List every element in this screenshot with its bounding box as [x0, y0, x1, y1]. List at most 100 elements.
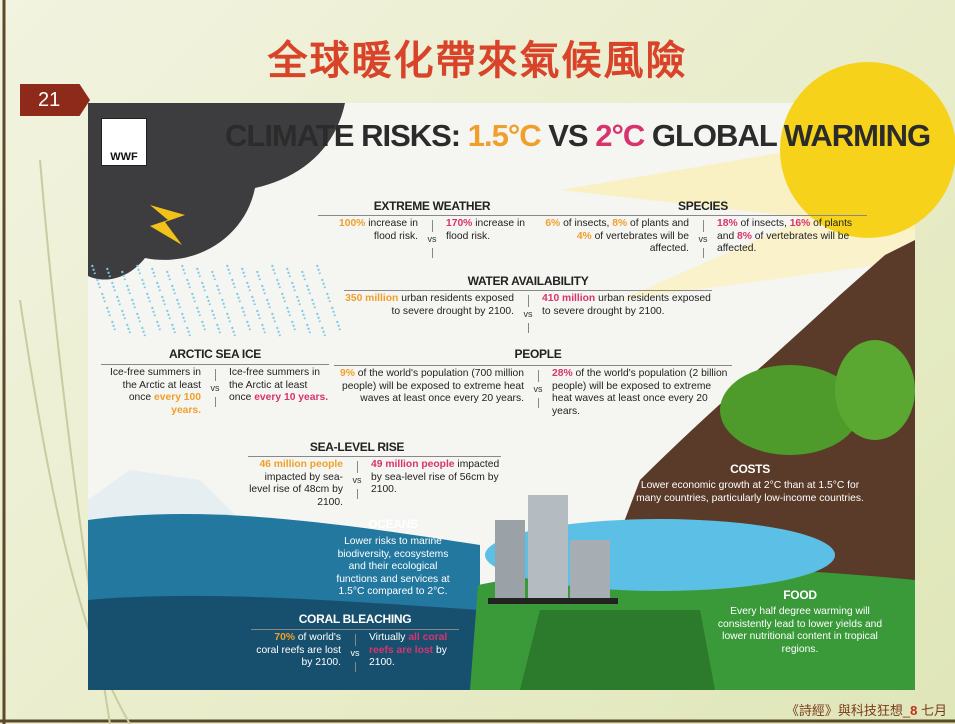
title-rule	[344, 290, 712, 291]
rain-drop	[226, 264, 231, 275]
text-part: urban residents exposed to severe drough…	[391, 293, 514, 317]
rain-drop	[221, 298, 226, 309]
rain-drop	[291, 281, 296, 292]
rain-drop	[206, 295, 211, 306]
text-part: of plants and	[627, 218, 689, 229]
rain-drop	[136, 312, 141, 323]
divider	[215, 369, 216, 381]
highlight: 49 million people	[371, 459, 455, 470]
section-title: SEA-LEVEL RISE	[309, 440, 405, 454]
rain-drop	[291, 320, 296, 331]
rain-drop	[96, 278, 101, 289]
rain-drop	[151, 306, 156, 317]
side-left: 6% of insects, 8% of plants and 4% of ve…	[539, 218, 689, 256]
section-text: Every half degree warming will consisten…	[717, 606, 883, 655]
rain-drop	[261, 323, 266, 334]
vs-label: vs	[427, 234, 437, 244]
divider	[357, 461, 358, 473]
section-title: SPECIES	[678, 199, 728, 213]
side-right: 18% of insects, 16% of plants and 8% of …	[717, 218, 867, 256]
section-title: FOOD	[783, 588, 817, 602]
rain-drop	[151, 267, 156, 278]
rain-drop	[91, 264, 96, 275]
rain-drop	[201, 281, 206, 292]
section-title: PEOPLE	[514, 347, 562, 361]
text-part: Ice-free summers in the Arctic at least …	[229, 367, 320, 403]
divider	[215, 397, 216, 407]
rain-drop	[126, 284, 131, 295]
vs-label: vs	[350, 648, 360, 658]
highlight: 6%	[545, 218, 561, 229]
rain-drop	[276, 278, 281, 289]
highlight: every 10 years.	[254, 392, 329, 403]
rain-drop	[246, 281, 251, 292]
text-part: of vertebrates will be affected.	[717, 230, 850, 255]
side-left: Ice-free summers in the Arctic at least …	[101, 367, 201, 417]
rain-drop	[156, 320, 161, 331]
side-right: 170% increase in flood risk.	[446, 218, 546, 243]
divider	[538, 370, 539, 382]
side-left: 9% of the world's population (700 millio…	[334, 368, 524, 406]
heading-part: 2°C	[595, 118, 645, 153]
rain-drop	[216, 323, 221, 334]
text-part: of vertebrates will be affected.	[591, 230, 689, 255]
rain-drop	[231, 326, 236, 337]
text-part: of insects,	[737, 218, 790, 229]
rain-drop	[186, 326, 191, 337]
rain-drop	[326, 292, 331, 303]
section-title: ARCTIC SEA ICE	[168, 347, 262, 361]
rain-drop	[211, 309, 216, 320]
city-base	[488, 598, 618, 604]
wwf-logo: WWF	[101, 118, 147, 166]
rain-drop	[241, 267, 246, 278]
rain-drop	[336, 320, 341, 331]
rain-drop	[141, 326, 146, 337]
rain-drop	[251, 295, 256, 306]
rain-drop	[281, 292, 286, 303]
rain-drop	[121, 270, 126, 281]
side-right: Ice-free summers in the Arctic at least …	[229, 367, 329, 405]
crops	[520, 610, 715, 690]
section-text: Lower economic growth at 2°C than at 1.5…	[636, 480, 864, 504]
highlight: 46 million people	[259, 459, 343, 470]
text-part: urban residents exposed to severe drough…	[542, 293, 711, 317]
divider	[432, 248, 433, 258]
rain-drop	[256, 309, 261, 320]
rain-drop	[301, 309, 306, 320]
rain-drop	[101, 292, 106, 303]
highlight: every 100 years.	[154, 392, 201, 416]
trees	[720, 365, 860, 455]
rain	[91, 264, 341, 337]
divider	[538, 398, 539, 408]
section-title: OCEANS	[368, 517, 418, 531]
rain-drop	[316, 264, 321, 275]
heading-part: GLOBAL WARMING	[644, 118, 931, 153]
building	[495, 520, 525, 600]
footer-part: 《詩經》與科技狂想_	[785, 703, 911, 718]
rain-drop	[106, 267, 111, 278]
sun	[780, 62, 955, 238]
rain-drop	[136, 264, 141, 275]
rain-drop	[111, 320, 116, 331]
rain-drop	[171, 323, 176, 334]
highlight: 9%	[340, 368, 355, 379]
footer-part: 七月	[917, 703, 947, 718]
title-rule	[248, 456, 501, 457]
section-title: EXTREME WEATHER	[373, 199, 491, 213]
infographic-heading: CLIMATE RISKS: 1.5°C VS 2°C GLOBAL WARMI…	[225, 118, 931, 154]
rain-drop	[106, 306, 111, 317]
rain-drop	[176, 298, 181, 309]
rain-drop	[156, 281, 161, 292]
rain-drop	[271, 312, 276, 323]
highlight: all coral reefs are lost	[369, 632, 448, 656]
title-rule	[334, 365, 732, 366]
side-left: 70% of world's coral reefs are lost by 2…	[251, 632, 341, 670]
vs-label: vs	[210, 383, 220, 393]
highlight: 350 million	[345, 293, 399, 304]
rain-drop	[276, 326, 281, 337]
rain-drop	[271, 264, 276, 275]
art	[88, 62, 955, 690]
rain-drop	[181, 312, 186, 323]
